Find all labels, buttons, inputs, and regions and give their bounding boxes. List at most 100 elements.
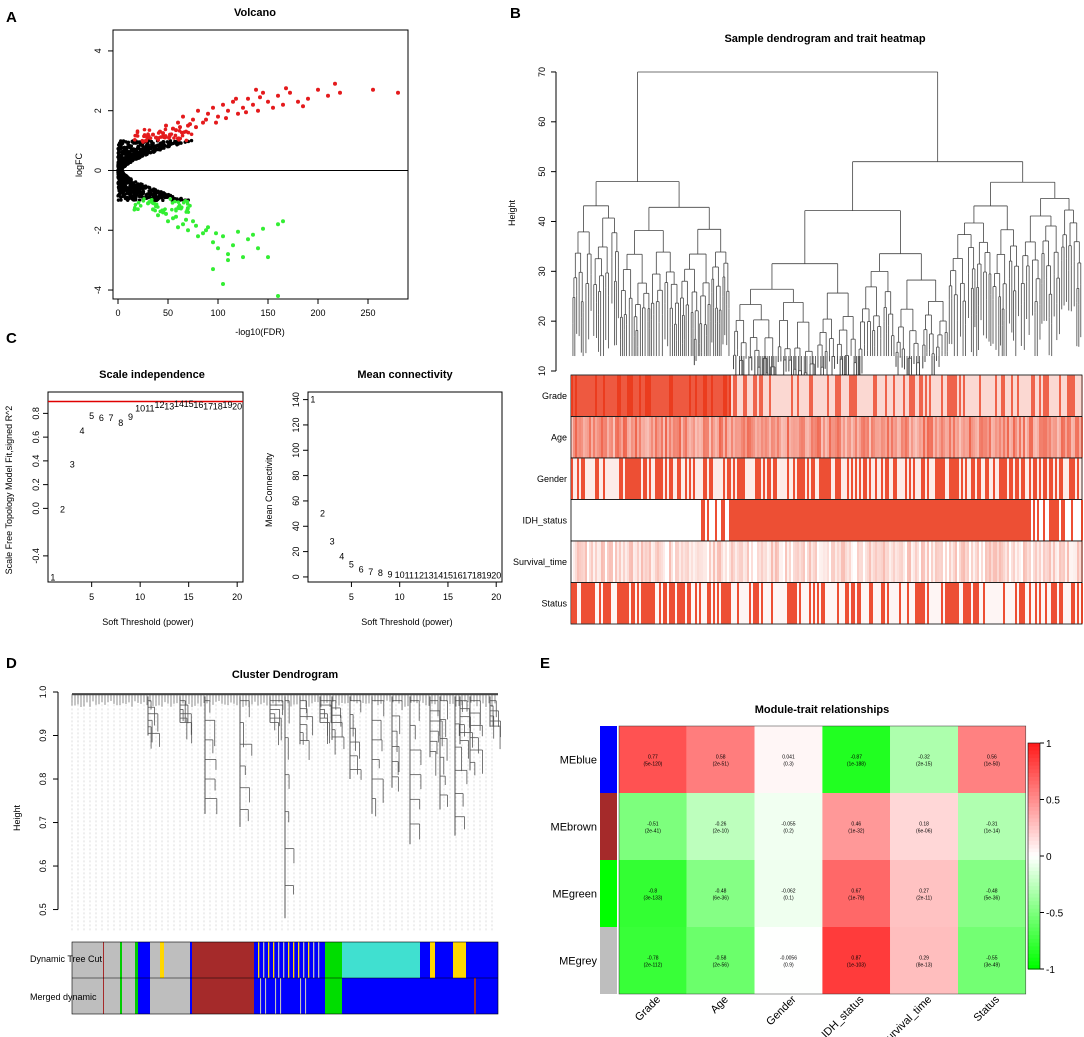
trait-cell [911, 583, 913, 624]
trait-cell [789, 500, 791, 541]
trait-cell [735, 375, 737, 416]
trait-cell [933, 583, 935, 624]
down-point [201, 231, 205, 236]
trait-cell [825, 458, 827, 499]
trait-cell [833, 583, 835, 624]
trait-cell [811, 375, 813, 416]
trait-cell [653, 541, 655, 582]
trait-cell [701, 500, 703, 541]
trait-cell [865, 458, 867, 499]
trait-cell [727, 583, 729, 624]
trait-cell [745, 458, 747, 499]
trait-cell [955, 541, 957, 582]
trait-cell [915, 583, 917, 624]
trait-cell [851, 375, 853, 416]
nonsig-point [159, 190, 163, 194]
trait-cell [707, 417, 709, 458]
trait-cell [1031, 583, 1033, 624]
trait-cell [1025, 417, 1027, 458]
trait-cell [707, 500, 709, 541]
trait-cell [621, 583, 623, 624]
trait-cell [899, 375, 901, 416]
trait-cell [1005, 417, 1007, 458]
scale-independence-frame [47, 391, 244, 583]
trait-cell [877, 375, 879, 416]
trait-cell [615, 541, 617, 582]
trait-cell [969, 458, 971, 499]
trait-cell [801, 541, 803, 582]
power-label-12: 12 [414, 571, 424, 581]
module-color-segment [325, 942, 342, 978]
trait-cell [889, 541, 891, 582]
trait-cell [903, 458, 905, 499]
trait-cell [691, 583, 693, 624]
trait-cell [927, 500, 929, 541]
trait-cell [895, 375, 897, 416]
trait-cell [799, 417, 801, 458]
trait-cell [849, 541, 851, 582]
trait-cell [893, 500, 895, 541]
legend-step [1028, 750, 1040, 755]
trait-cell [739, 458, 741, 499]
trait-cell [609, 458, 611, 499]
trait-cell [601, 583, 603, 624]
trait-cell [1005, 375, 1007, 416]
up-point [241, 105, 245, 110]
trait-cell [759, 500, 761, 541]
trait-cell [597, 417, 599, 458]
trait-cell [845, 583, 847, 624]
trait-cell [731, 375, 733, 416]
trait-cell [649, 583, 651, 624]
cell-pvalue: (1e-14) [984, 829, 1000, 835]
trait-cell [941, 541, 943, 582]
up-point [174, 128, 178, 133]
y-tick-label: 0.6 [38, 860, 48, 873]
trait-cell [765, 541, 767, 582]
trait-cell [1027, 500, 1029, 541]
trait-cell [993, 375, 995, 416]
nonsig-point [133, 188, 138, 193]
trait-cell [761, 375, 763, 416]
trait-cell [891, 541, 893, 582]
y-tick-label: 20 [291, 547, 301, 557]
up-rim-point [177, 128, 182, 133]
down-rim-point [141, 199, 146, 203]
legend-tick-label: 0 [1046, 852, 1052, 863]
trait-cell [741, 583, 743, 624]
trait-cell [969, 500, 971, 541]
trait-cell [991, 458, 993, 499]
heat-cell [890, 726, 958, 793]
nonsig-point [149, 139, 154, 144]
power-label-16: 16 [453, 571, 463, 581]
trait-cell [809, 500, 811, 541]
trait-cell [819, 500, 821, 541]
trait-cell [761, 458, 763, 499]
trait-cell [1019, 500, 1021, 541]
trait-cell [781, 583, 783, 624]
trait-cell [737, 458, 739, 499]
down-point [221, 234, 225, 239]
nonsig-point [119, 179, 123, 183]
trait-cell [1073, 583, 1075, 624]
trait-cell [823, 417, 825, 458]
trait-heatmap-labels: GradeAgeGenderIDH_statusSurvival_timeSta… [513, 391, 568, 609]
trait-cell [1051, 375, 1053, 416]
trait-cell [749, 583, 751, 624]
trait-cell [947, 583, 949, 624]
trait-cell [881, 375, 883, 416]
trait-cell [837, 541, 839, 582]
trait-cell [707, 458, 709, 499]
panel-letter-d: D [6, 655, 17, 672]
nonsig-point [134, 185, 138, 190]
trait-cell [797, 583, 799, 624]
up-rim-point [180, 133, 185, 138]
trait-cell [627, 417, 629, 458]
module-color-segment [254, 978, 325, 1014]
trait-cell [729, 458, 731, 499]
module-color-segment [103, 942, 104, 978]
trait-cell [643, 583, 645, 624]
module-color-segment [138, 942, 150, 978]
trait-cell [819, 417, 821, 458]
trait-cell [623, 375, 625, 416]
trait-cell [1075, 458, 1077, 499]
